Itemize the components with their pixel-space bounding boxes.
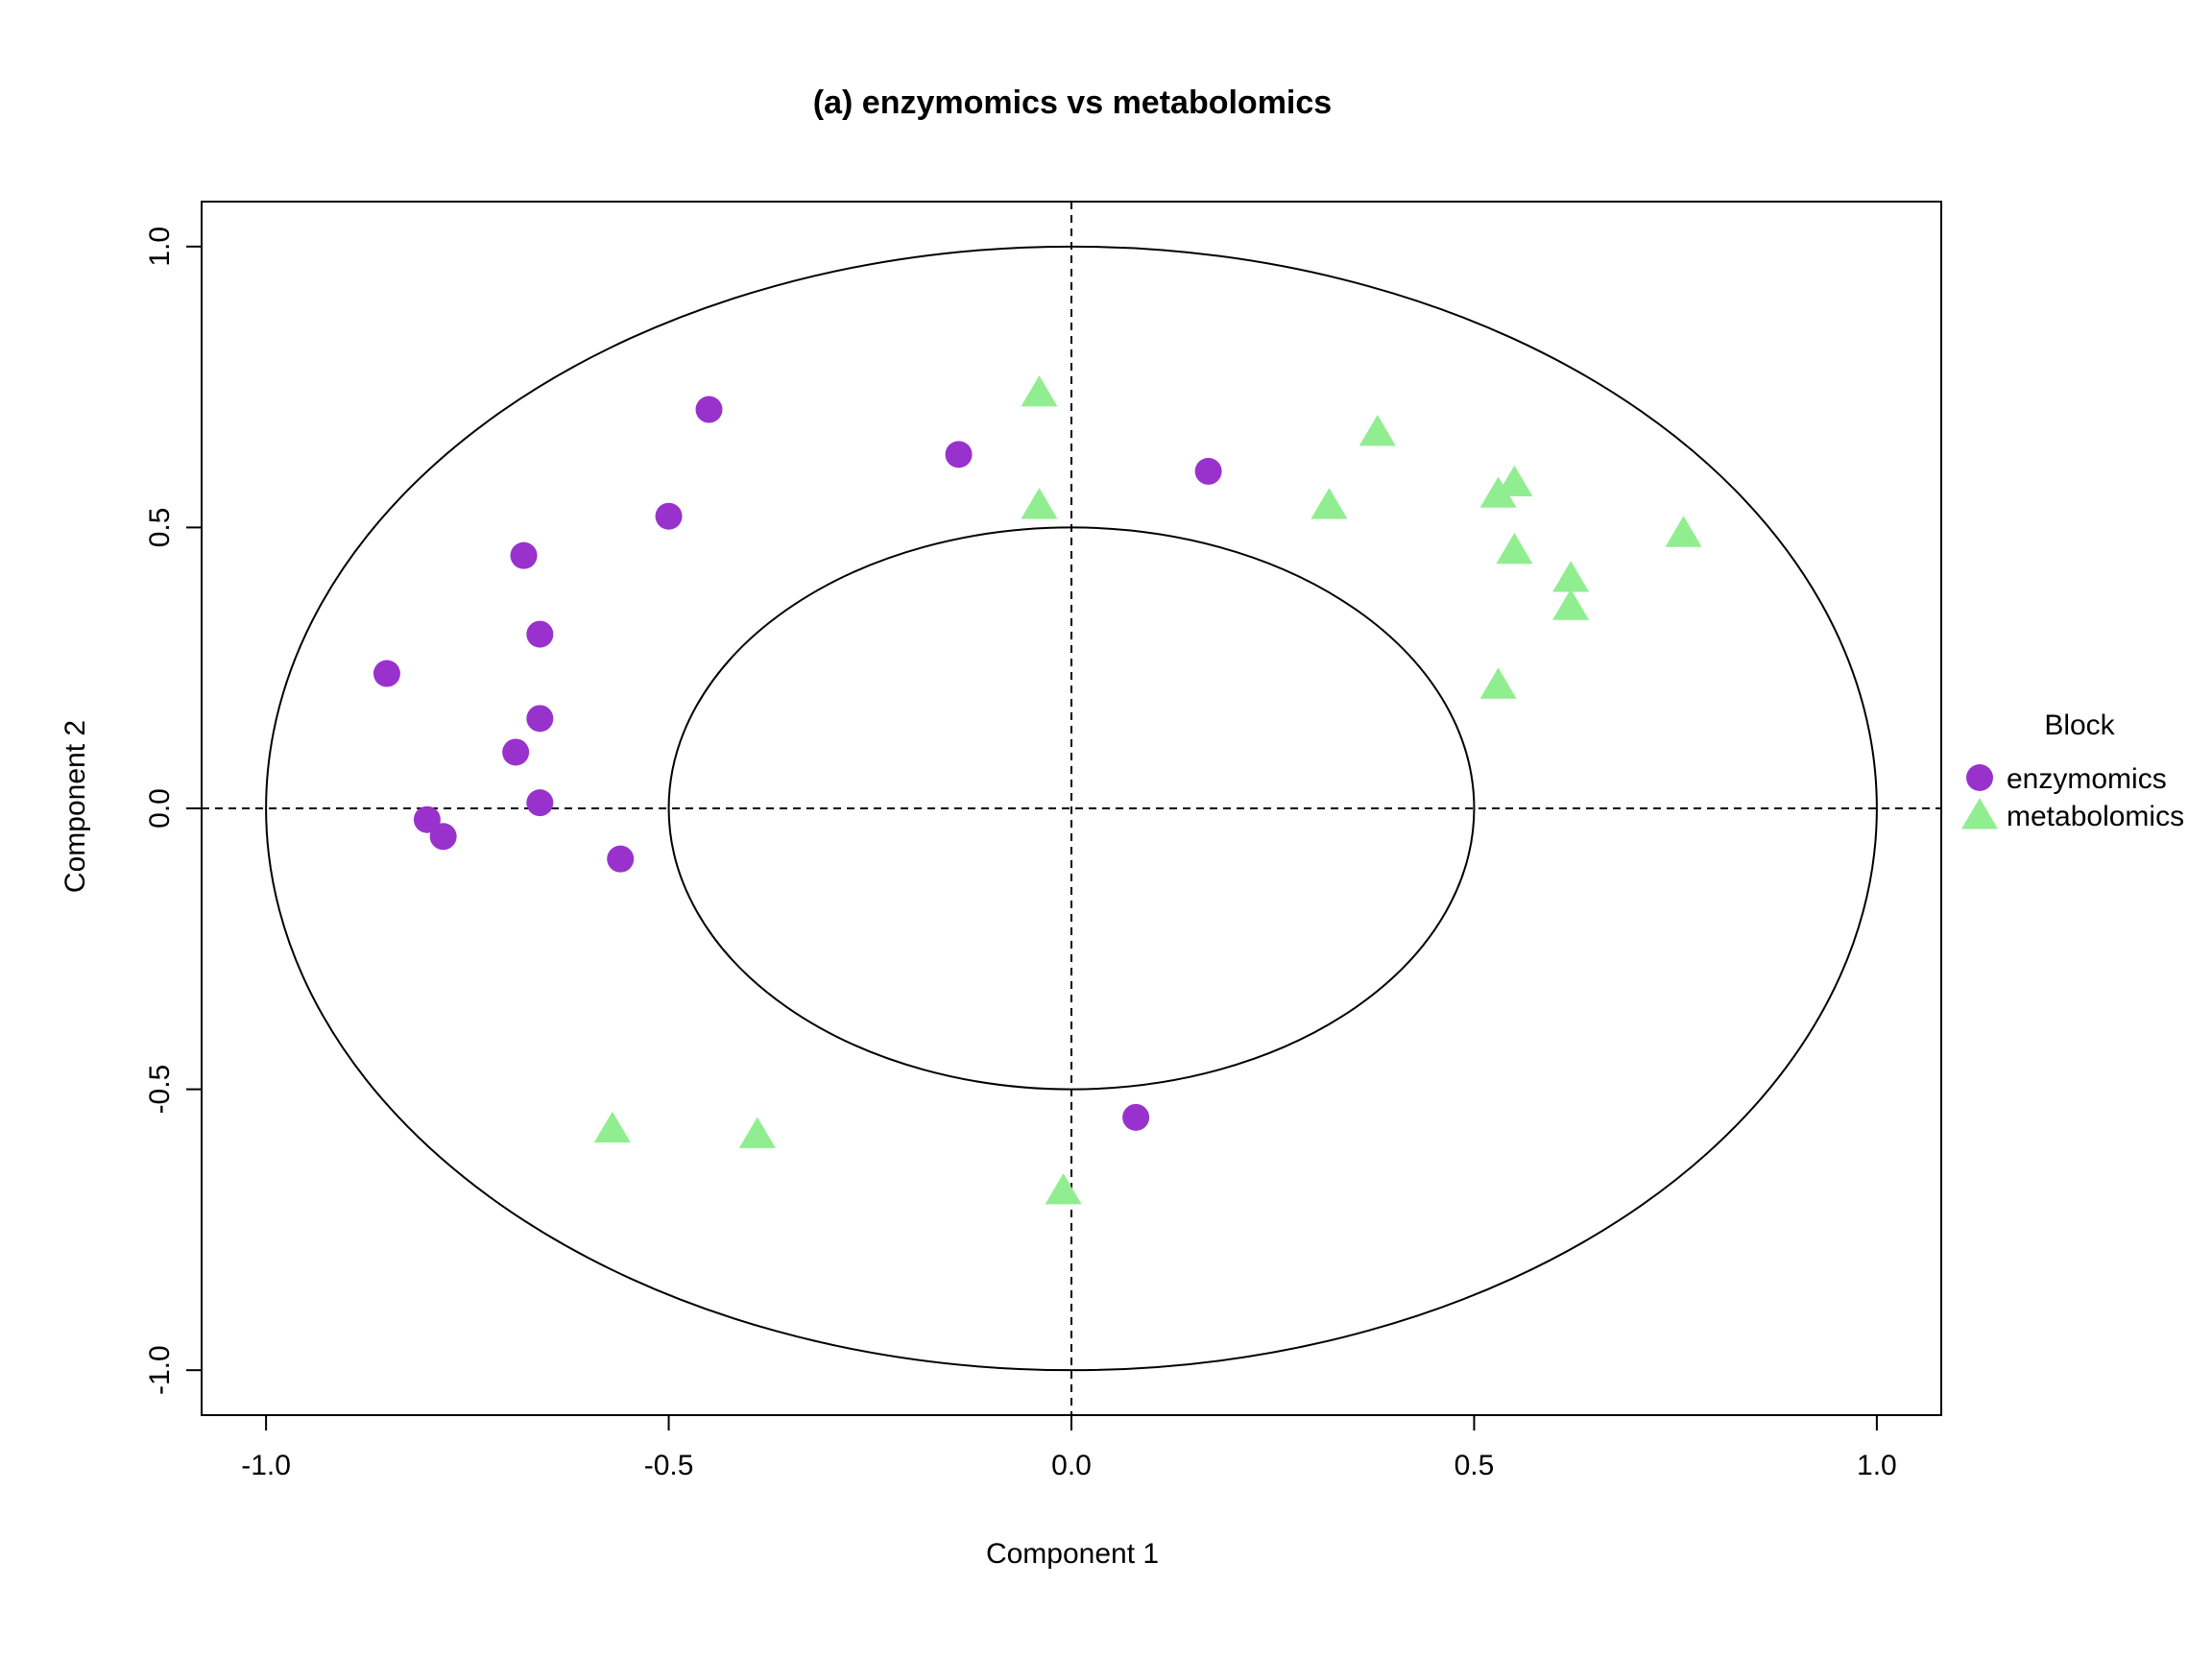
- enzymomics-series: [373, 396, 1222, 1131]
- metabolomics-point: [1479, 476, 1517, 508]
- metabolomics-point: [738, 1117, 776, 1148]
- metabolomics-point: [1045, 1173, 1082, 1205]
- enzymomics-point: [607, 845, 635, 873]
- enzymomics-point: [526, 705, 554, 733]
- legend-marker-enzymomics: [1966, 764, 1993, 791]
- metabolomics-point: [1479, 667, 1517, 699]
- metabolomics-point: [1665, 516, 1702, 547]
- metabolomics-point: [1358, 415, 1396, 446]
- legend: Block enzymomics metabolomics: [1960, 709, 2184, 832]
- metabolomics-point: [1021, 488, 1058, 519]
- metabolomics-point: [593, 1111, 631, 1143]
- y-tick-label: 1.0: [144, 227, 176, 267]
- chart-title: (a) enzymomics vs metabolomics: [813, 84, 1332, 121]
- metabolomics-point: [1552, 589, 1590, 620]
- metabolomics-point: [1021, 375, 1058, 407]
- y-tick-label: 0.0: [144, 788, 176, 829]
- x-axis-label: Component 1: [986, 1538, 1159, 1570]
- enzymomics-point: [526, 620, 554, 648]
- x-tick-label: 0.0: [1051, 1450, 1092, 1481]
- enzymomics-point: [373, 660, 400, 687]
- enzymomics-point: [945, 441, 973, 469]
- enzymomics-point: [502, 738, 530, 766]
- enzymomics-point: [655, 502, 683, 530]
- metabolomics-point: [1310, 488, 1348, 519]
- y-tick-label: 0.5: [144, 508, 176, 548]
- enzymomics-point: [1194, 457, 1222, 485]
- x-tick-label: -1.0: [241, 1450, 291, 1481]
- y-tick-label: -1.0: [144, 1345, 176, 1395]
- legend-marker-metabolomics: [1960, 798, 1999, 830]
- enzymomics-point: [695, 396, 723, 423]
- metabolomics-point: [1496, 532, 1533, 565]
- enzymomics-point: [510, 541, 538, 569]
- plot-area: [201, 201, 1942, 1416]
- enzymomics-point: [413, 805, 441, 833]
- metabolomics-point: [1552, 561, 1590, 592]
- legend-label-enzymomics: enzymomics: [2007, 763, 2167, 795]
- enzymomics-point: [429, 823, 457, 851]
- legend-label-metabolomics: metabolomics: [2007, 801, 2184, 832]
- enzymomics-point: [1122, 1103, 1150, 1131]
- x-tick-label: 1.0: [1857, 1450, 1897, 1481]
- metabolomics-series: [593, 375, 1702, 1205]
- y-tick-label: -0.5: [144, 1065, 176, 1115]
- enzymomics-point: [526, 789, 554, 817]
- x-tick-label: -0.5: [644, 1450, 694, 1481]
- axes: -1.0 -0.5 0.0 0.5 1.0 -1.0 -0.5 0.0 0.5 1.0: [144, 227, 1897, 1481]
- legend-title: Block: [2044, 709, 2115, 741]
- y-axis-label: Component 2: [60, 720, 91, 893]
- x-tick-label: 0.5: [1455, 1450, 1495, 1481]
